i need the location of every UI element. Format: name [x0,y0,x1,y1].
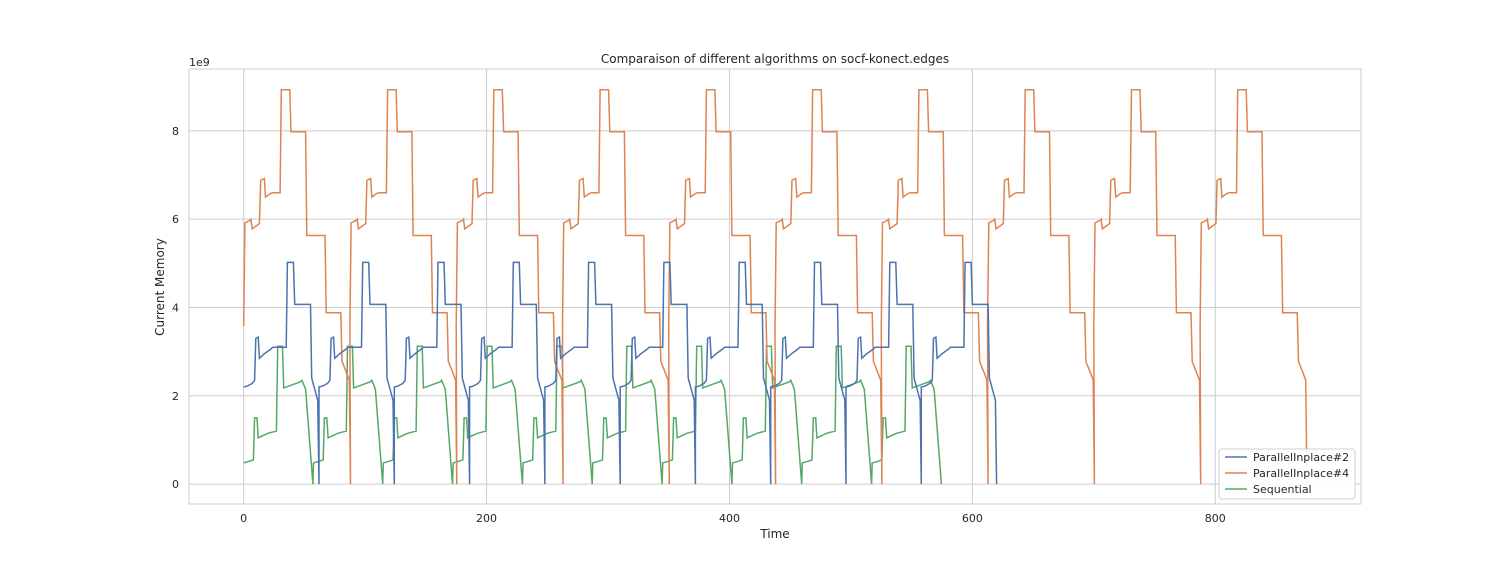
y-tick-label: 4 [172,301,179,314]
tick-labels: 0 200 400 600 800 0 2 4 6 8 [172,125,1226,525]
series-line-parallelinplace-2 [243,261,998,485]
legend-label-parallelinplace-4: ParallelInplace#4 [1253,467,1349,480]
y-tick-label: 2 [172,390,179,403]
legend-label-sequential: Sequential [1253,483,1312,496]
y-tick-label: 0 [172,478,179,491]
series-lines [242,89,1308,485]
legend-box [1218,448,1356,500]
x-tick-label: 200 [476,512,497,525]
series-line-sequential [243,345,943,485]
x-tick-label: 400 [719,512,740,525]
y-axis-label: Current Memory [153,238,167,336]
y-tick-label: 6 [172,213,179,226]
chart-title: Comparaison of different algorithms on s… [601,52,949,66]
x-tick-label: 600 [962,512,983,525]
plot-frame [188,68,1362,505]
legend-label-parallelinplace-2: ParallelInplace#2 [1253,451,1349,464]
x-tick-label: 0 [240,512,247,525]
series-line-parallelinplace-4 [242,89,1308,485]
grid-lines [189,69,1361,504]
legend: ParallelInplace#2 ParallelInplace#4 Sequ… [1218,448,1356,500]
y-tick-label: 8 [172,125,179,138]
x-axis-label: Time [759,527,789,541]
x-tick-label: 800 [1205,512,1226,525]
y-axis-multiplier: 1e9 [189,56,210,69]
